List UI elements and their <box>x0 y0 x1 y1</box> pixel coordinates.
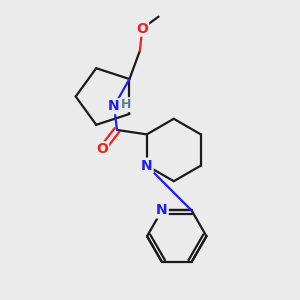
Text: N: N <box>156 203 168 218</box>
Text: O: O <box>136 22 148 35</box>
Text: N: N <box>141 159 153 172</box>
Text: N: N <box>108 99 120 113</box>
Text: H: H <box>121 98 131 111</box>
Text: O: O <box>96 142 108 156</box>
